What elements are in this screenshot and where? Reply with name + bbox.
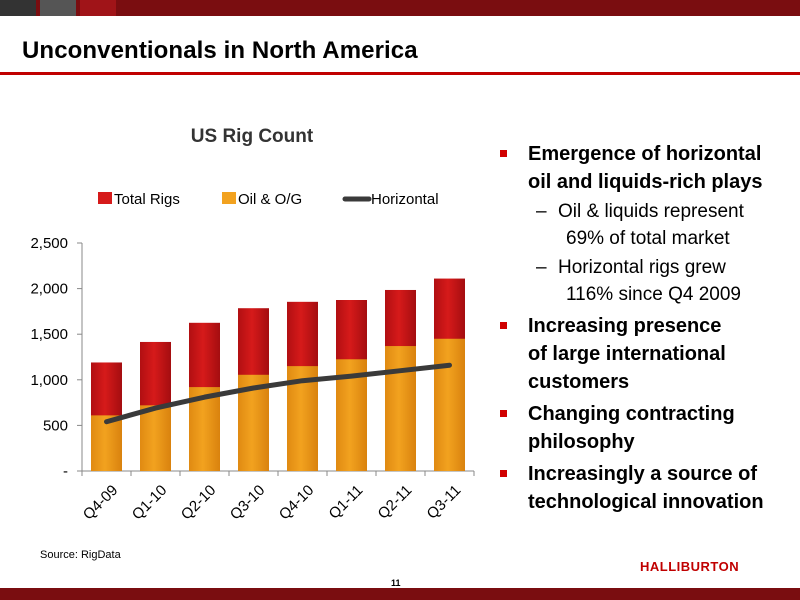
- sub-bullet-item: – Horizontal rigs grew 116% since Q4 2009: [500, 254, 800, 308]
- x-axis-labels: Q4-09 Q1-10 Q2-10 Q3-10 Q4-10 Q1-11 Q2-11 Q3-11: [80, 482, 465, 524]
- legend-label: Total Rigs: [114, 191, 180, 208]
- line-horizontal: [104, 362, 452, 425]
- bar-oil-og: [91, 415, 122, 471]
- bullet-item: Increasingly a source of technological in…: [500, 460, 800, 516]
- x-tick-label: Q3-11: [424, 482, 465, 523]
- chart-line: [104, 362, 452, 425]
- x-tick-label: Q3-10: [227, 482, 269, 524]
- legend-swatch: [98, 192, 112, 204]
- bullet-gap: [500, 516, 800, 520]
- bullet-item: Changing contracting philosophy: [500, 400, 800, 456]
- rig-count-chart: US Rig Count Total Rigs Oil & O/G Horizont…: [30, 126, 475, 524]
- y-tick-label: 2,000: [30, 281, 68, 298]
- page-number: 11: [391, 578, 401, 588]
- chart-title: US Rig Count: [191, 126, 314, 147]
- legend-swatch: [222, 192, 236, 204]
- bullet-text-line: philosophy: [528, 431, 635, 453]
- title-rule: [0, 72, 800, 75]
- bullet-text-line: oil and liquids-rich plays: [528, 171, 763, 193]
- dash-icon: –: [536, 201, 547, 222]
- halliburton-logo: HALLIBURTON: [640, 559, 740, 574]
- x-tick-label: Q2-11: [375, 482, 416, 523]
- sub-bullet-text-line: Oil & liquids represent: [558, 201, 744, 222]
- sub-bullet-text-line: 116% since Q4 2009: [566, 284, 741, 305]
- bar-oil-og: [140, 405, 171, 471]
- x-tick-label: Q4-10: [276, 482, 318, 524]
- bullet-text-line: Emergence of horizontal: [528, 143, 762, 165]
- bullet-square-icon: [500, 322, 507, 329]
- y-tick-label: 2,500: [30, 235, 68, 252]
- bullet-item: Increasing presence of large internationa…: [500, 312, 800, 396]
- bullet-square-icon: [500, 150, 507, 157]
- slide-title: Unconventionals in North America: [22, 37, 418, 64]
- bullet-square-icon: [500, 410, 507, 417]
- x-tick-label: Q4-09: [80, 482, 122, 524]
- bullet-text-line: Changing contracting: [528, 403, 735, 425]
- y-tick-label: 1,500: [30, 326, 68, 343]
- legend-label: Oil & O/G: [238, 191, 302, 208]
- bullet-list: Emergence of horizontal oil and liquids-r…: [500, 140, 800, 520]
- source-note: Source: RigData: [40, 549, 121, 561]
- dash-icon: –: [536, 257, 547, 278]
- y-tick-label: 500: [43, 417, 68, 434]
- bullet-text-line: technological innovation: [528, 491, 764, 513]
- x-tick-label: Q2-10: [178, 482, 220, 524]
- sub-bullet-text-line: Horizontal rigs grew: [558, 257, 726, 278]
- bottom-band: [0, 588, 800, 600]
- sub-bullet-text-line: 69% of total market: [566, 228, 730, 249]
- x-tick-label: Q1-11: [326, 482, 367, 523]
- bullet-item: Emergence of horizontal oil and liquids-r…: [500, 140, 800, 196]
- chart-legend: Total Rigs Oil & O/G Horizontal: [98, 191, 439, 208]
- bullet-text-line: Increasing presence: [528, 315, 722, 337]
- bar-oil-og: [385, 346, 416, 471]
- bullet-square-icon: [500, 470, 507, 477]
- top-band-block: [40, 0, 76, 16]
- top-band-block: [0, 0, 36, 16]
- top-band-block: [80, 0, 116, 16]
- y-tick-label: 1,000: [30, 372, 68, 389]
- sub-bullet-item: – Oil & liquids represent 69% of total mar…: [500, 198, 800, 252]
- legend-label: Horizontal: [371, 191, 439, 208]
- chart-bars: [91, 278, 465, 471]
- x-tick-label: Q1-10: [129, 482, 171, 524]
- bullet-text-line: of large international: [528, 343, 726, 365]
- bar-oil-og: [434, 338, 465, 471]
- y-tick-label: -: [63, 463, 68, 480]
- top-band: [0, 0, 800, 16]
- bullet-text-line: customers: [528, 371, 630, 393]
- bullet-text-line: Increasingly a source of: [528, 463, 757, 485]
